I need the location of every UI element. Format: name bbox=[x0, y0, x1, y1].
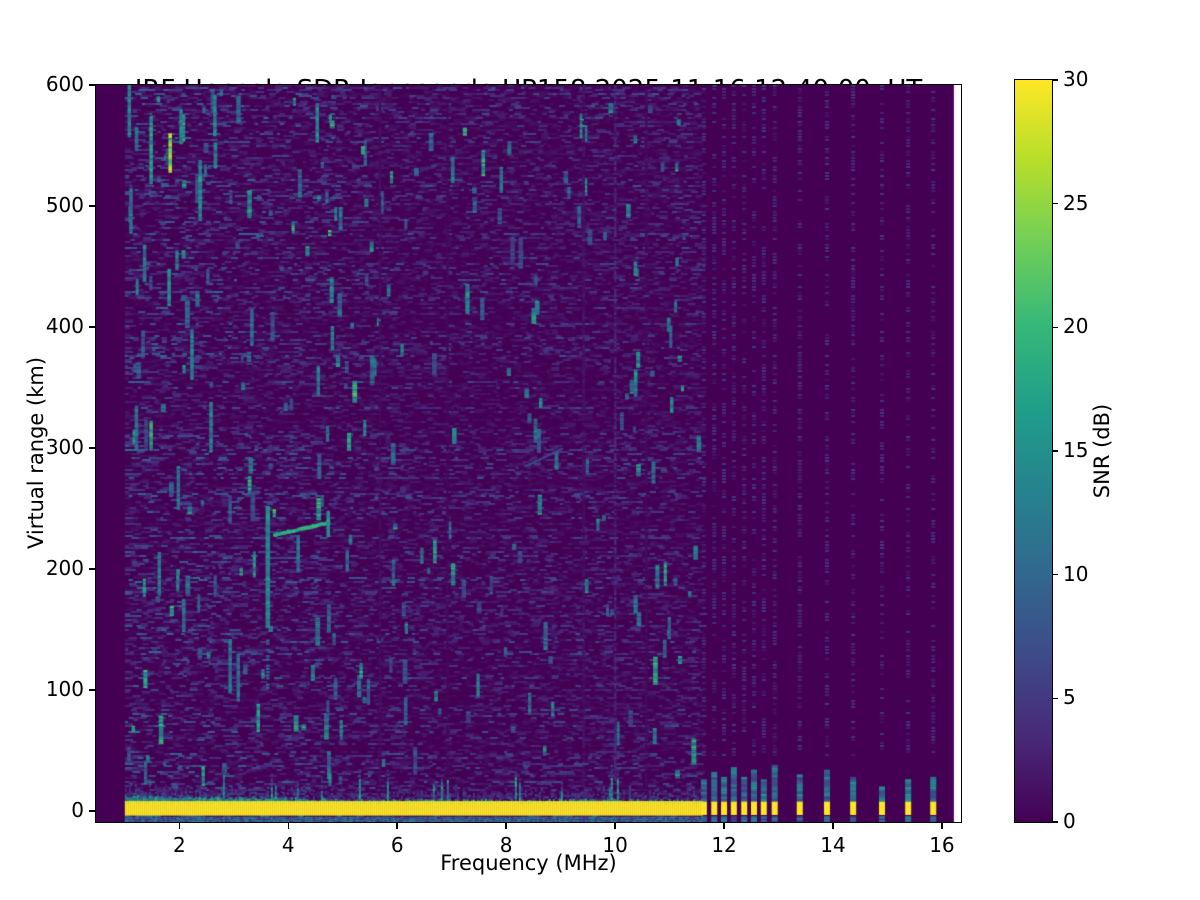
colorbar-tick-label: 5 bbox=[1063, 685, 1076, 710]
colorbar-tick-label: 20 bbox=[1063, 314, 1089, 339]
colorbar-tick-label: 0 bbox=[1063, 809, 1076, 833]
ionogram-heatmap bbox=[95, 84, 961, 822]
y-tick-mark bbox=[89, 84, 96, 86]
y-tick-mark bbox=[89, 205, 96, 207]
y-tick-label: 500 bbox=[45, 192, 84, 217]
plot-frame bbox=[94, 83, 962, 823]
x-tick-label: 16 bbox=[929, 833, 955, 857]
x-tick-mark bbox=[505, 822, 507, 829]
y-tick-label: 600 bbox=[45, 72, 84, 96]
y-tick-label: 400 bbox=[45, 313, 84, 338]
colorbar-tick-mark bbox=[1052, 573, 1058, 576]
y-tick-mark bbox=[89, 810, 96, 812]
colorbar-tick-label: 10 bbox=[1063, 561, 1089, 586]
colorbar-tick-mark bbox=[1052, 697, 1058, 700]
y-tick-mark bbox=[89, 447, 96, 449]
colorbar-frame bbox=[1013, 78, 1053, 823]
y-tick-mark bbox=[89, 568, 96, 570]
x-tick-mark bbox=[396, 822, 398, 829]
x-tick-mark bbox=[614, 822, 616, 829]
x-tick-label: 4 bbox=[281, 833, 295, 857]
x-tick-label: 14 bbox=[820, 833, 846, 857]
colorbar-gradient bbox=[1014, 79, 1052, 822]
colorbar-tick-mark bbox=[1052, 202, 1058, 205]
x-tick-label: 2 bbox=[172, 833, 186, 857]
y-tick-mark bbox=[89, 326, 96, 328]
colorbar-label: SNR (dB) bbox=[1090, 403, 1114, 499]
colorbar-tick-label: 15 bbox=[1063, 438, 1089, 462]
colorbar-tick-mark bbox=[1052, 450, 1058, 452]
y-tick-mark bbox=[89, 689, 96, 691]
y-tick-label: 100 bbox=[45, 676, 84, 701]
colorbar-tick-mark bbox=[1052, 326, 1058, 329]
x-tick-label: 12 bbox=[711, 833, 737, 857]
x-tick-mark bbox=[287, 822, 290, 829]
y-tick-label: 300 bbox=[45, 434, 84, 459]
y-tick-label: 200 bbox=[45, 555, 84, 580]
x-tick-label: 8 bbox=[499, 833, 513, 857]
x-tick-label: 6 bbox=[390, 833, 404, 857]
colorbar-tick-mark bbox=[1052, 821, 1058, 823]
colorbar-tick-label: 25 bbox=[1063, 190, 1089, 215]
x-tick-mark bbox=[178, 822, 181, 829]
x-axis-label: Frequency (MHz) bbox=[440, 851, 617, 875]
x-tick-mark bbox=[832, 822, 834, 829]
colorbar-tick-mark bbox=[1052, 79, 1058, 81]
y-tick-label: 0 bbox=[71, 797, 84, 822]
y-axis-label: Virtual range (km) bbox=[24, 356, 48, 550]
x-tick-label: 10 bbox=[602, 833, 628, 857]
x-tick-mark bbox=[723, 822, 725, 829]
x-tick-mark bbox=[941, 822, 943, 829]
colorbar-tick-label: 30 bbox=[1063, 67, 1089, 91]
